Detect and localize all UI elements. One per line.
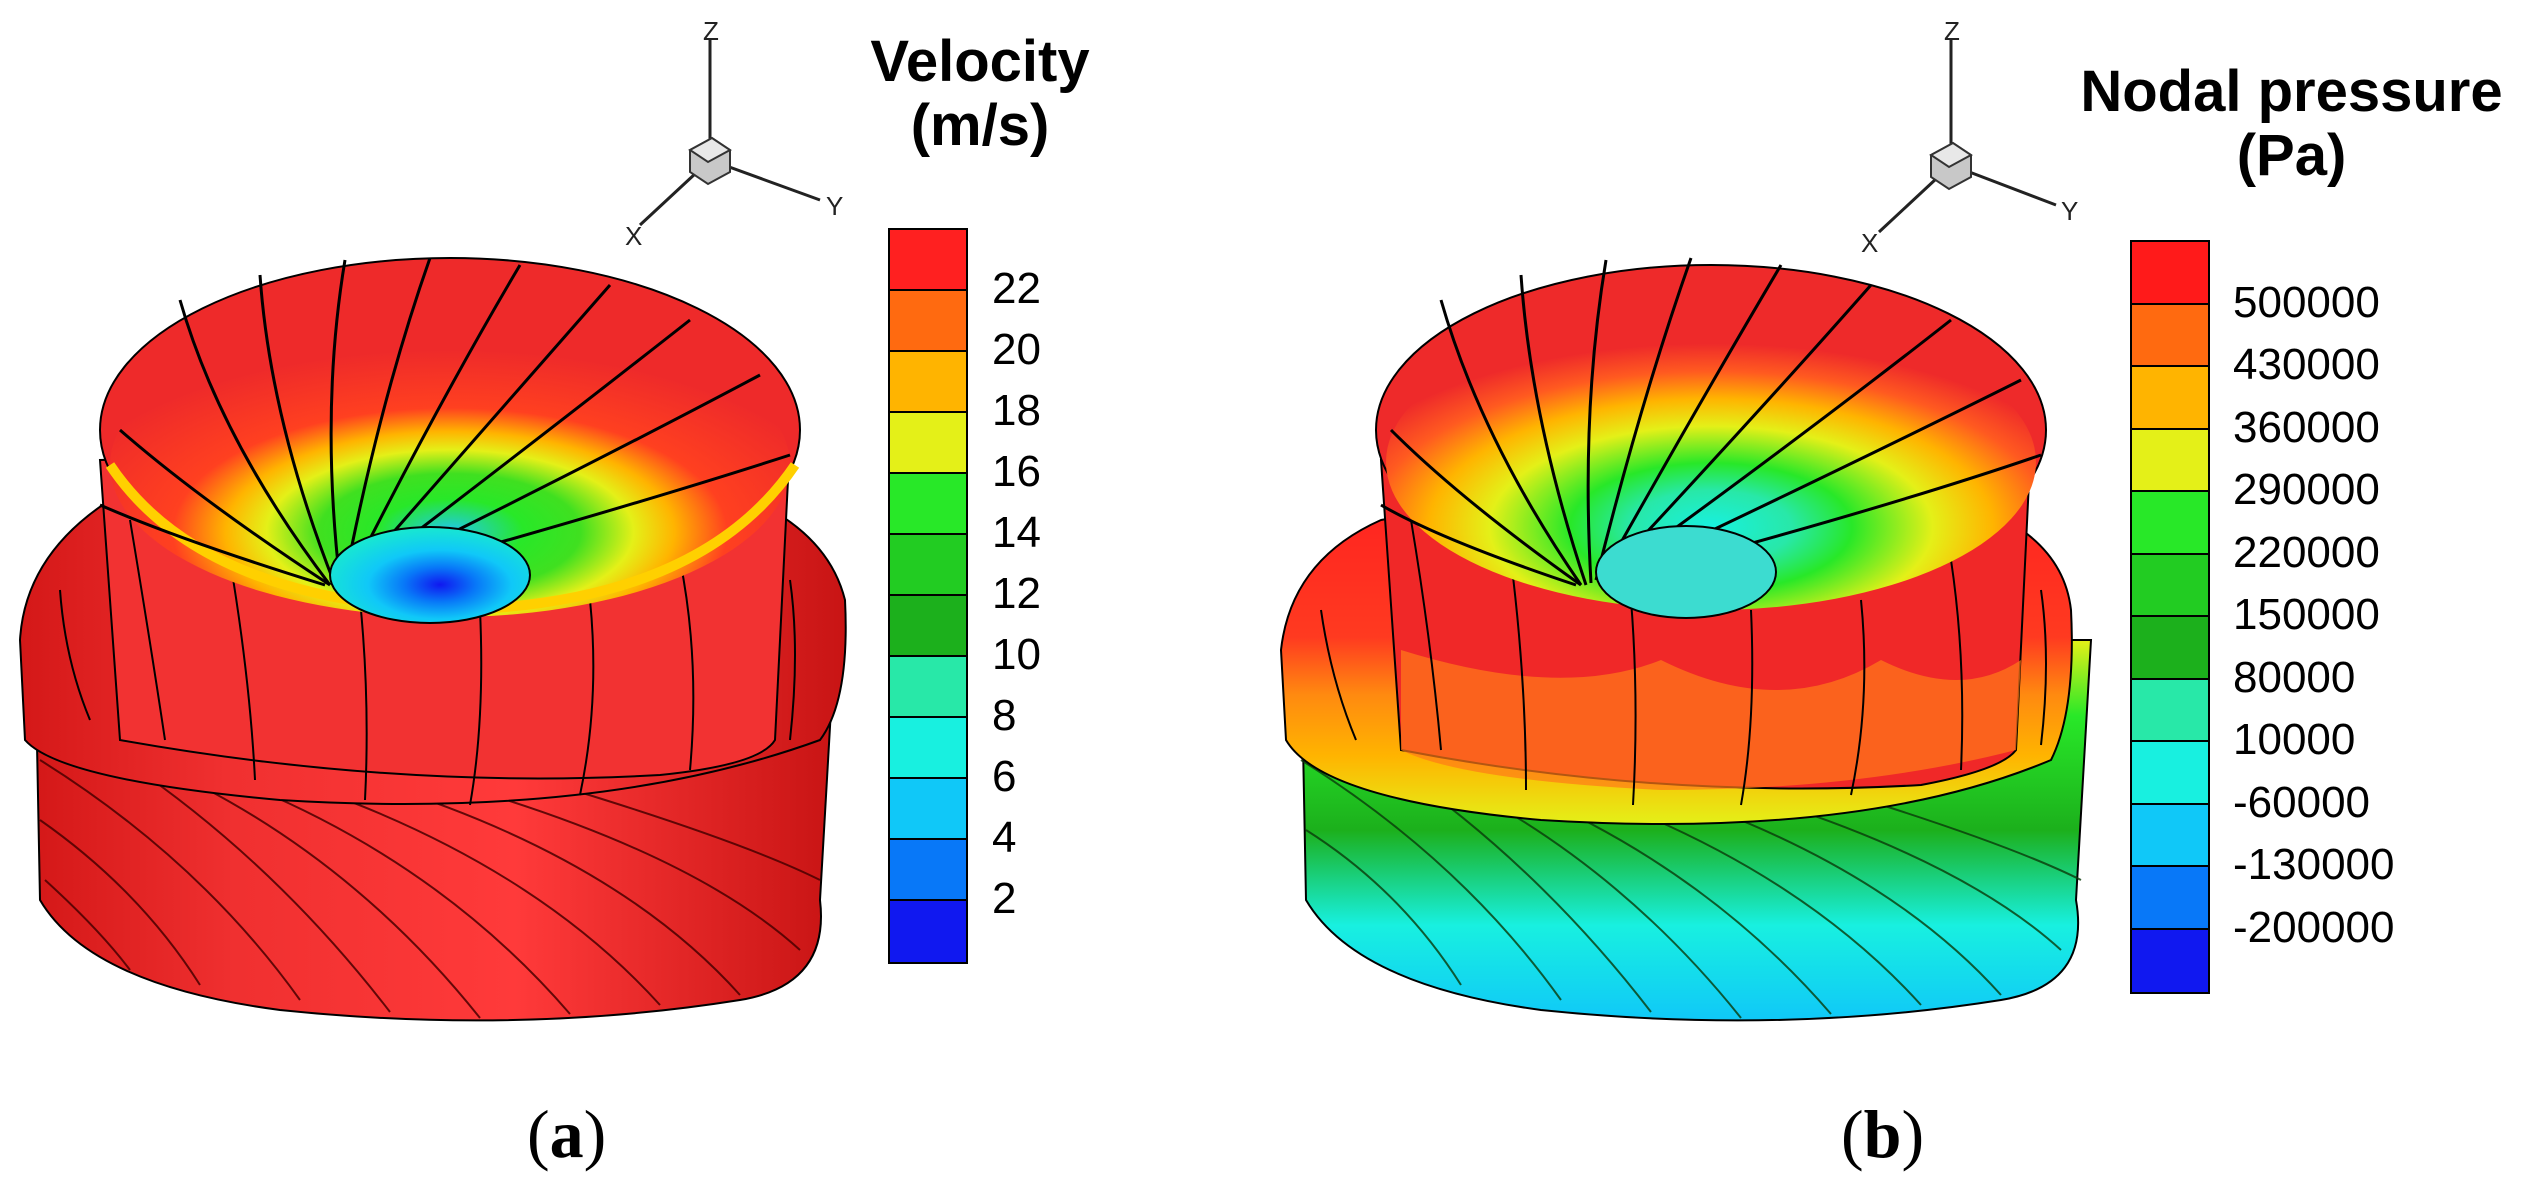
colorbar-tick-label: 18	[992, 386, 1041, 435]
colorbar-segment	[2132, 617, 2208, 680]
colorbar-segment	[2132, 804, 2208, 867]
colorbar-tick-label: 500000	[2233, 277, 2380, 327]
colorbar-tick-label: -200000	[2233, 902, 2395, 952]
colorbar-tick-label: -60000	[2233, 777, 2371, 827]
colorbar-segment	[2132, 867, 2208, 930]
colorbar-segment	[2132, 742, 2208, 805]
pressure-runner-render: Z Y X	[1279, 16, 2093, 1022]
colorbar-segment	[2132, 242, 2208, 305]
caption-b: (b)	[1841, 1096, 1925, 1172]
colorbar-tick-label: 80000	[2233, 652, 2356, 702]
colorbar-segment	[890, 352, 966, 413]
colorbar-tick-label: 290000	[2233, 465, 2380, 514]
colorbar-segment	[890, 840, 966, 901]
colorbar-segment	[2132, 367, 2208, 430]
colorbar-segment	[890, 596, 966, 657]
colorbar-segment	[2132, 304, 2208, 367]
x-axis-label: X	[1861, 228, 1878, 258]
y-axis-label: Y	[2061, 196, 2078, 226]
colorbar-tick-label: 2	[992, 874, 1017, 923]
colorbar-segment	[2132, 554, 2208, 617]
colorbar-segment	[890, 657, 966, 718]
colorbar-tick-label: 12	[992, 569, 1041, 618]
colorbar-tick-label: 10000	[2233, 715, 2356, 764]
colorbar-segment	[890, 901, 966, 962]
colorbar-tick-label: 220000	[2233, 527, 2380, 577]
colorbar-tick-label: -130000	[2233, 840, 2395, 889]
colorbar-segment	[890, 535, 966, 596]
colorbar-segment	[890, 718, 966, 779]
pressure-legend-title: Nodal pressure (Pa)	[2080, 59, 2503, 188]
colorbar-segment	[890, 413, 966, 474]
colorbar-tick-label: 22	[992, 264, 1041, 313]
pressure-colorbar	[2130, 240, 2210, 994]
velocity-tick-labels: 22 20 18 16 14 12 10 8 6 4 2	[992, 228, 1192, 960]
colorbar-segment	[890, 291, 966, 352]
axis-triad: Z Y X	[625, 16, 843, 251]
colorbar-tick-label: 14	[992, 508, 1041, 557]
colorbar-tick-label: 10	[992, 630, 1041, 679]
colorbar-tick-label: 4	[992, 813, 1017, 862]
pressure-tick-labels: 500000 430000 360000 290000 220000 150000 8000…	[2233, 240, 2513, 990]
velocity-legend-title: Velocity (m/s)	[870, 29, 1090, 158]
z-axis-label: Z	[703, 16, 719, 46]
velocity-colorbar	[888, 228, 968, 964]
colorbar-segment	[890, 474, 966, 535]
colorbar-segment	[890, 779, 966, 840]
colorbar-tick-label: 360000	[2233, 402, 2380, 452]
colorbar-segment	[890, 230, 966, 291]
colorbar-segment	[2132, 929, 2208, 992]
panel-pressure: Z Y X Nodal pressure (Pa) 500000 430000 36…	[1261, 0, 2522, 1196]
colorbar-segment	[2132, 492, 2208, 555]
colorbar-tick-label: 20	[992, 325, 1041, 374]
axis-triad: Z Y X	[1861, 16, 2078, 258]
colorbar-tick-label: 150000	[2233, 590, 2380, 639]
x-axis-label: X	[625, 221, 642, 251]
z-axis-label: Z	[1944, 16, 1960, 46]
colorbar-tick-label: 8	[992, 691, 1017, 740]
caption-a: (a)	[527, 1096, 607, 1172]
colorbar-segment	[2132, 679, 2208, 742]
colorbar-tick-label: 6	[992, 752, 1017, 801]
velocity-runner-render: Z Y X	[18, 16, 847, 1022]
y-axis-label: Y	[826, 191, 843, 221]
colorbar-tick-label: 16	[992, 447, 1041, 496]
colorbar-segment	[2132, 429, 2208, 492]
colorbar-tick-label: 430000	[2233, 340, 2380, 389]
panel-velocity: Z Y X Velocity (m/s) 22 20 18 16 14 12 10 8 6 4 2 …	[18, 16, 1192, 1172]
